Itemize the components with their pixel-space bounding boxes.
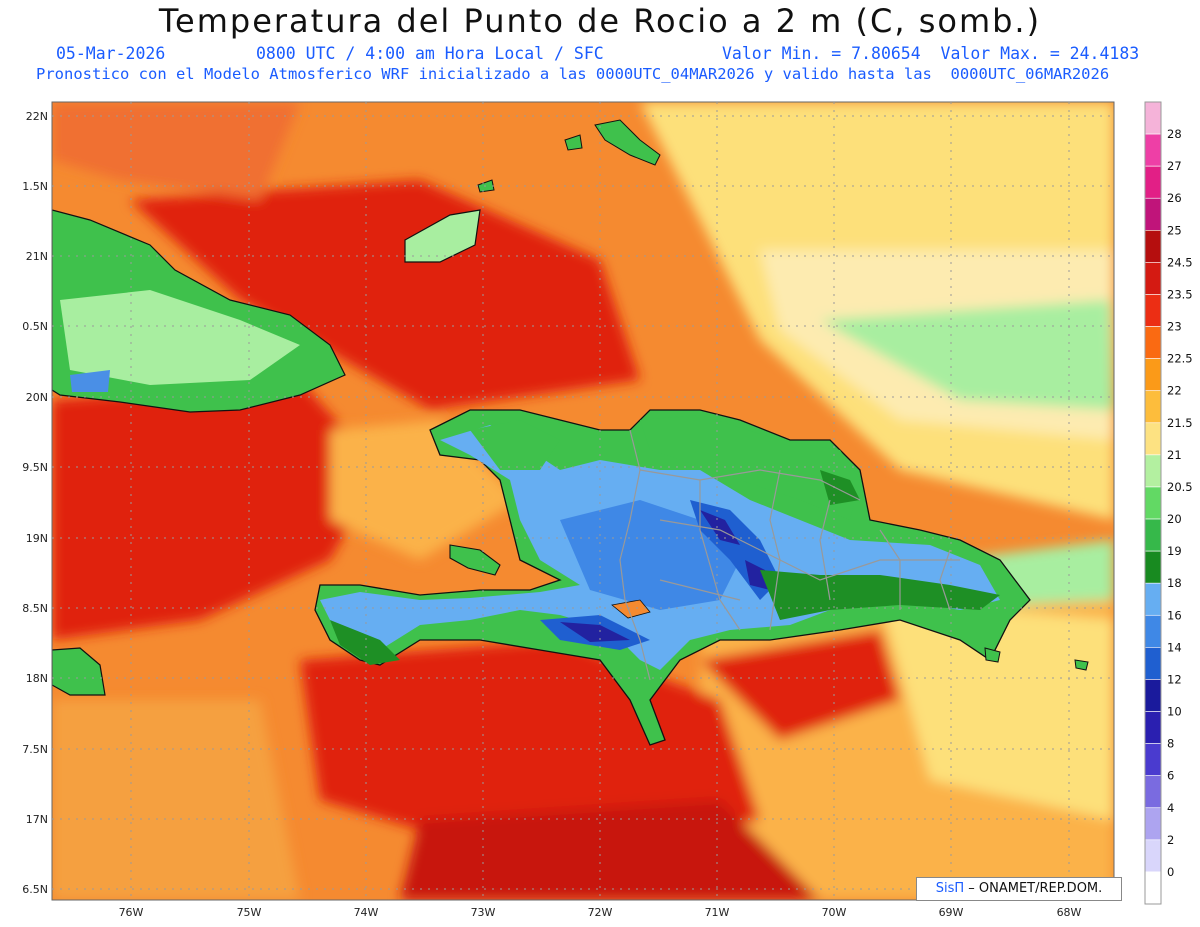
longitude-labels: 76W 75W 74W 73W 72W 71W 70W 69W 68W: [119, 906, 1082, 919]
colorbar-swatch: [1144, 454, 1162, 488]
lon-label: 68W: [1057, 906, 1082, 919]
colorbar-swatch: [1144, 262, 1162, 295]
map-frame: [51, 101, 1115, 901]
colorbar-swatch: [1144, 294, 1162, 327]
colorbar-swatch: [1144, 582, 1162, 616]
colorbar-label: 8: [1167, 737, 1174, 751]
colorbar-swatch: [1144, 775, 1162, 809]
jamaica-landmass: [52, 647, 106, 696]
forecast-date: 05-Mar-2026: [56, 44, 166, 63]
colorbar-swatch: [1144, 743, 1162, 776]
colorbar-swatch: [1144, 550, 1162, 584]
colorbar-swatch: [1144, 133, 1162, 167]
colorbar-label: 22.5: [1167, 352, 1193, 366]
cuba-landmass: [52, 209, 346, 413]
caicos-islands: [594, 119, 661, 166]
credit-box: SisΠ – ONAMET/REP.DOM.: [916, 877, 1122, 901]
map-area: [52, 102, 1114, 900]
colorbar-swatch: [1144, 839, 1162, 873]
colorbar-label: 20.5: [1167, 480, 1193, 494]
lat-label: 7.5N: [22, 743, 48, 756]
colorbar-label: 4: [1167, 801, 1174, 815]
lat-label: 0.5N: [22, 320, 48, 333]
colorbar-swatch: [1144, 390, 1162, 424]
lat-label: 17N: [26, 813, 48, 826]
lon-label: 73W: [471, 906, 496, 919]
lat-label: 8.5N: [22, 602, 48, 615]
colorbar-swatch: [1144, 486, 1162, 520]
colorbar-label: 16: [1167, 608, 1182, 622]
graticule: [52, 102, 1114, 900]
colorbar-label: 23.5: [1167, 287, 1193, 301]
lat-label: 20N: [26, 391, 48, 404]
colorbar-swatch: [1144, 871, 1162, 905]
colorbar-swatch: [1144, 326, 1162, 359]
colorbar-label: 2: [1167, 833, 1174, 847]
gonave-island: [449, 544, 501, 576]
colorbar-label: 6: [1167, 769, 1174, 783]
lon-label: 76W: [119, 906, 144, 919]
colorbar-label: 20: [1167, 512, 1182, 526]
colorbar-label: 25: [1167, 223, 1182, 237]
lat-label: 21N: [26, 250, 48, 263]
colorbar-label: 21: [1167, 448, 1182, 462]
lon-label: 74W: [354, 906, 379, 919]
lat-label: 18N: [26, 672, 48, 685]
lon-label: 70W: [822, 906, 847, 919]
colorbar-swatch: [1144, 518, 1162, 552]
lat-label: 9.5N: [22, 461, 48, 474]
colorbar-label: 23: [1167, 320, 1182, 334]
forecast-time: 0800 UTC / 4:00 am Hora Local / SFC: [256, 44, 604, 63]
colorbar-label: 28: [1167, 127, 1182, 141]
lon-label: 72W: [588, 906, 613, 919]
colorbar-label: 12: [1167, 672, 1182, 686]
colorbar-label: 26: [1167, 191, 1182, 205]
credit-org: – ONAMET/REP.DOM.: [964, 881, 1103, 896]
min-max-values: Valor Min. = 7.80654 Valor Max. = 24.418…: [722, 44, 1140, 63]
colorbar-swatch: [1144, 679, 1162, 712]
map-title: Temperatura del Punto de Rocio a 2 m (C,…: [158, 2, 1042, 40]
latitude-labels: 22N 1.5N 21N 0.5N 20N 9.5N 19N 8.5N 18N …: [22, 110, 48, 896]
sis-logo: SisΠ: [935, 881, 965, 896]
lat-label: 19N: [26, 532, 48, 545]
colorbar-label: 0: [1167, 865, 1174, 879]
lat-label: 1.5N: [22, 180, 48, 193]
colorbar-swatch: [1144, 422, 1162, 456]
lat-label: 6.5N: [22, 883, 48, 896]
colorbar-swatch: [1144, 711, 1162, 744]
colorbar-swatch: [1144, 647, 1162, 680]
colorbar-swatch: [1144, 358, 1162, 392]
lon-label: 71W: [705, 906, 730, 919]
colorbar-label: 19: [1167, 544, 1182, 558]
colorbar-swatch: [1144, 165, 1162, 199]
colorbar-label: 21.5: [1167, 416, 1193, 430]
colorbar-swatch: [1144, 614, 1162, 648]
hispaniola-landmass: [314, 409, 1031, 746]
lon-label: 75W: [237, 906, 262, 919]
colorbar-swatch: [1144, 101, 1162, 135]
colorbar-label: 24.5: [1167, 255, 1193, 269]
model-info: Pronostico con el Modelo Atmosferico WRF…: [36, 65, 1110, 83]
colorbar-swatch: [1144, 807, 1162, 841]
colorbar-label: 22: [1167, 384, 1182, 398]
inagua-island: [404, 209, 481, 263]
colorbar-label: 10: [1167, 705, 1182, 719]
colorbar-swatch: [1144, 230, 1162, 263]
colorbar-swatch: [1144, 197, 1162, 231]
lon-label: 69W: [939, 906, 964, 919]
colorbar-outline: [1144, 101, 1162, 905]
colorbar-label: 18: [1167, 576, 1182, 590]
colorbar: 2827262524.523.52322.52221.52120.5201918…: [1144, 101, 1193, 905]
colorbar-label: 14: [1167, 640, 1182, 654]
lat-label: 22N: [26, 110, 48, 123]
colorbar-label: 27: [1167, 159, 1182, 173]
